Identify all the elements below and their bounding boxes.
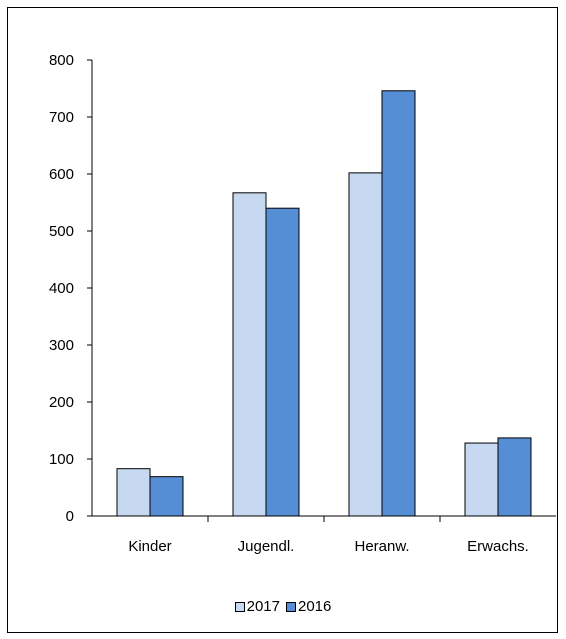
bar-2017-Jugendl. [232, 192, 267, 517]
y-tick-label-800: 800 [49, 52, 74, 69]
legend-label-2017: 2017 [246, 598, 280, 615]
bar-2016-Kinder [149, 476, 184, 517]
bar-2017-Heranw. [348, 172, 383, 517]
x-tick-label-Jugendl.: Jugendl. [238, 538, 295, 555]
x-tick-label-Erwachs.: Erwachs. [467, 538, 529, 555]
legend-swatch-2017 [234, 601, 245, 612]
y-tick-label-500: 500 [49, 223, 74, 240]
legend-label-2016: 2016 [298, 598, 332, 615]
y-tick-label-700: 700 [49, 109, 74, 126]
axes-layer [87, 59, 556, 522]
legend-item-2017: 2017 [234, 598, 280, 615]
y-tick-label-600: 600 [49, 166, 74, 183]
legend-swatch-2016 [286, 601, 296, 612]
bar-2016-Erwachs. [497, 437, 532, 517]
y-tick-label-400: 400 [49, 280, 74, 297]
bar-2016-Jugendl. [265, 207, 300, 517]
legend: 2017 2016 [0, 598, 566, 615]
tick-labels-layer: 0 100 200 300 400 500 600 700 800 Kinder Jugendl. H… [49, 52, 529, 555]
y-tick-label-0: 0 [66, 508, 74, 525]
y-tick-label-100: 100 [49, 451, 74, 468]
x-tick-label-Heranw.: Heranw. [354, 538, 409, 555]
y-tick-label-300: 300 [49, 337, 74, 354]
bar-2017-Erwachs. [464, 442, 499, 517]
bar-2017-Kinder [116, 468, 151, 517]
legend-item-2016: 2016 [286, 598, 331, 615]
y-tick-label-200: 200 [49, 394, 74, 411]
bar-2016-Heranw. [381, 90, 416, 517]
bars-layer [116, 90, 532, 517]
x-tick-label-Kinder: Kinder [128, 538, 171, 555]
